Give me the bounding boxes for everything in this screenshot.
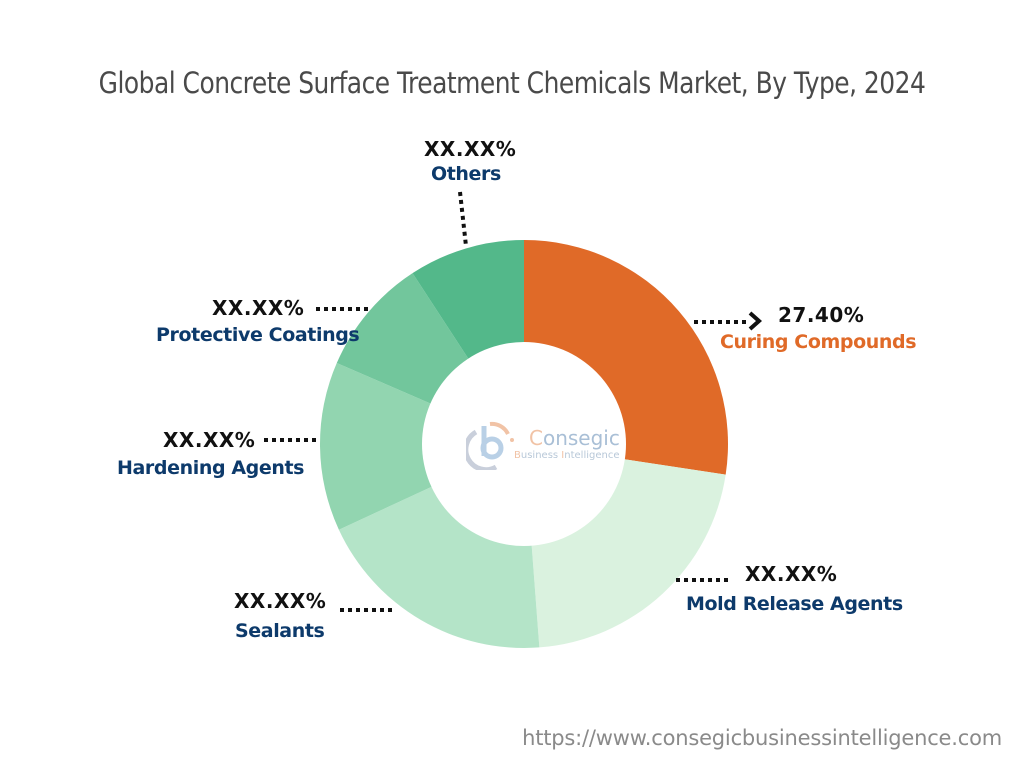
hardening-agents-value: XX.XX% — [163, 428, 256, 452]
mold-release-agents-value: XX.XX% — [745, 562, 838, 586]
curing-compounds-value: 27.40% — [778, 303, 865, 327]
leader-lines — [264, 191, 748, 612]
donut-hole — [422, 342, 626, 546]
logo-mark-icon — [463, 421, 514, 473]
arrow-head-icon — [748, 311, 763, 331]
slice-hardening-agents — [320, 362, 524, 530]
chart-title: Global Concrete Surface Treatment Chemic… — [98, 66, 926, 100]
sealants-label: Sealants — [235, 620, 325, 642]
consegic-logo: Consegic Business Intelligence — [463, 420, 626, 473]
footer-url: https://www.consegicbusinessintelligence… — [522, 726, 1002, 750]
hardening-agents-label: Hardening Agents — [117, 457, 305, 479]
protective-coatings-value: XX.XX% — [212, 296, 305, 320]
leader-line-others — [458, 191, 468, 247]
curing-compounds-label: Curing Compounds — [720, 331, 917, 353]
mold-release-agents-label: Mold Release Agents — [686, 593, 903, 615]
others-label: Others — [431, 163, 501, 185]
others-value: XX.XX% — [424, 137, 517, 161]
sealants-value: XX.XX% — [234, 589, 327, 613]
protective-coatings-label: Protective Coatings — [156, 324, 360, 346]
